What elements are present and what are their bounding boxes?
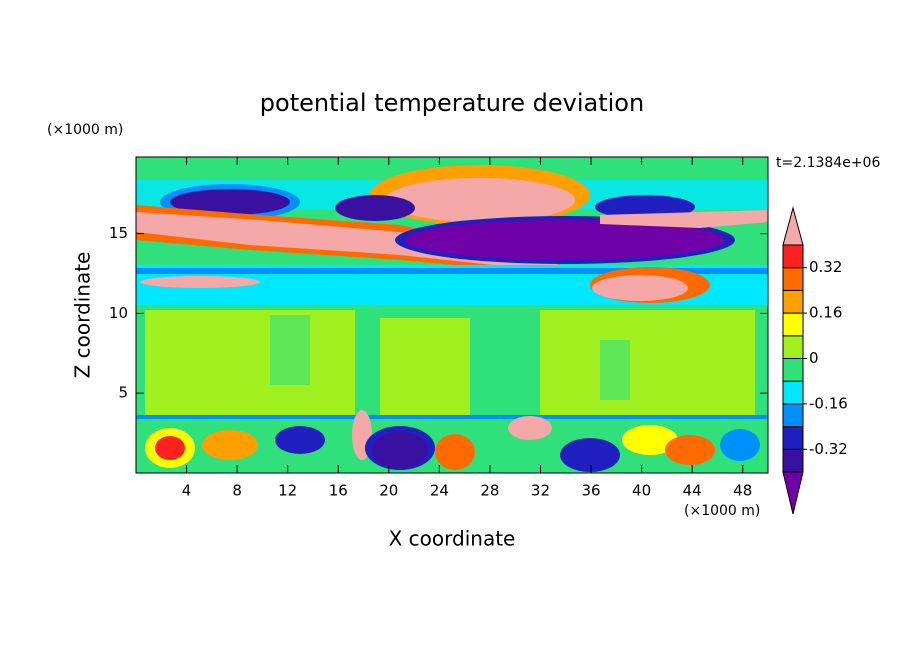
colorbar-tick-label: 0 [809, 349, 819, 367]
chart-title: potential temperature deviation [260, 89, 644, 117]
colorbar-tick-label: -0.32 [809, 440, 848, 458]
x-unit: (×1000 m) [684, 503, 760, 519]
x-tick-label: 8 [232, 482, 242, 500]
x-tick-label: 32 [531, 482, 550, 500]
colorbar-box [782, 244, 804, 269]
colorbar-box [782, 358, 804, 382]
colorbar-box [782, 448, 804, 473]
x-tick-label: 48 [733, 482, 752, 500]
y-axis-label: Z coordinate [71, 252, 95, 379]
colorbar-tick-label: 0.16 [809, 304, 842, 322]
colorbar-box [782, 289, 804, 314]
colorbar-over [782, 206, 804, 246]
colorbar-under [782, 471, 804, 515]
x-tick-label: 16 [329, 482, 348, 500]
y-unit: (×1000 m) [47, 122, 123, 138]
annotation: t=2.1384e+06 [776, 155, 880, 171]
colorbar-box [782, 426, 804, 450]
x-axis-label: X coordinate [389, 527, 516, 551]
contour-field [136, 157, 768, 473]
x-tick-label: 24 [430, 482, 449, 500]
x-tick-label: 20 [379, 482, 398, 500]
colorbar-box [782, 403, 804, 428]
colorbar-tick-label: -0.16 [809, 394, 848, 412]
x-tick-label: 4 [182, 482, 192, 500]
plot-frame [135, 156, 769, 474]
x-tick-label: 36 [581, 482, 600, 500]
y-tick-label: 5 [118, 384, 128, 402]
colorbar-tick-label: 0.32 [809, 258, 842, 276]
x-tick-label: 40 [632, 482, 651, 500]
x-tick-label: 12 [278, 482, 297, 500]
colorbar-box [782, 380, 804, 405]
y-tick-label: 10 [109, 304, 128, 322]
colorbar-box [782, 335, 804, 359]
colorbar-box [782, 267, 804, 291]
x-tick-label: 28 [480, 482, 499, 500]
colorbar-box [782, 312, 804, 337]
y-tick-label: 15 [109, 224, 128, 242]
x-tick-label: 44 [683, 482, 702, 500]
